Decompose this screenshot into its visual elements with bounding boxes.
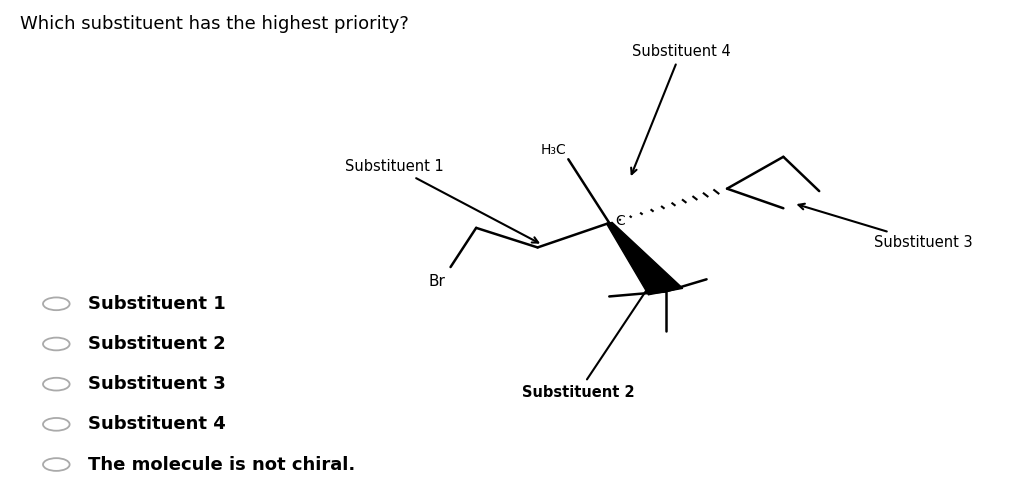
Text: Substituent 2: Substituent 2 — [88, 335, 226, 353]
Text: Br: Br — [429, 274, 445, 290]
Text: Which substituent has the highest priority?: Which substituent has the highest priori… — [20, 15, 410, 33]
Polygon shape — [606, 222, 683, 295]
Text: Substituent 3: Substituent 3 — [88, 375, 226, 393]
Text: Substituent 1: Substituent 1 — [345, 159, 539, 243]
Text: Substituent 4: Substituent 4 — [88, 416, 226, 433]
Text: Substituent 1: Substituent 1 — [88, 295, 226, 313]
Text: Substituent 2: Substituent 2 — [522, 281, 652, 399]
Text: C: C — [615, 215, 626, 228]
Text: Substituent 4: Substituent 4 — [631, 44, 730, 174]
Text: H₃C: H₃C — [541, 143, 566, 157]
Text: The molecule is not chiral.: The molecule is not chiral. — [88, 456, 355, 473]
Text: Substituent 3: Substituent 3 — [799, 204, 973, 250]
